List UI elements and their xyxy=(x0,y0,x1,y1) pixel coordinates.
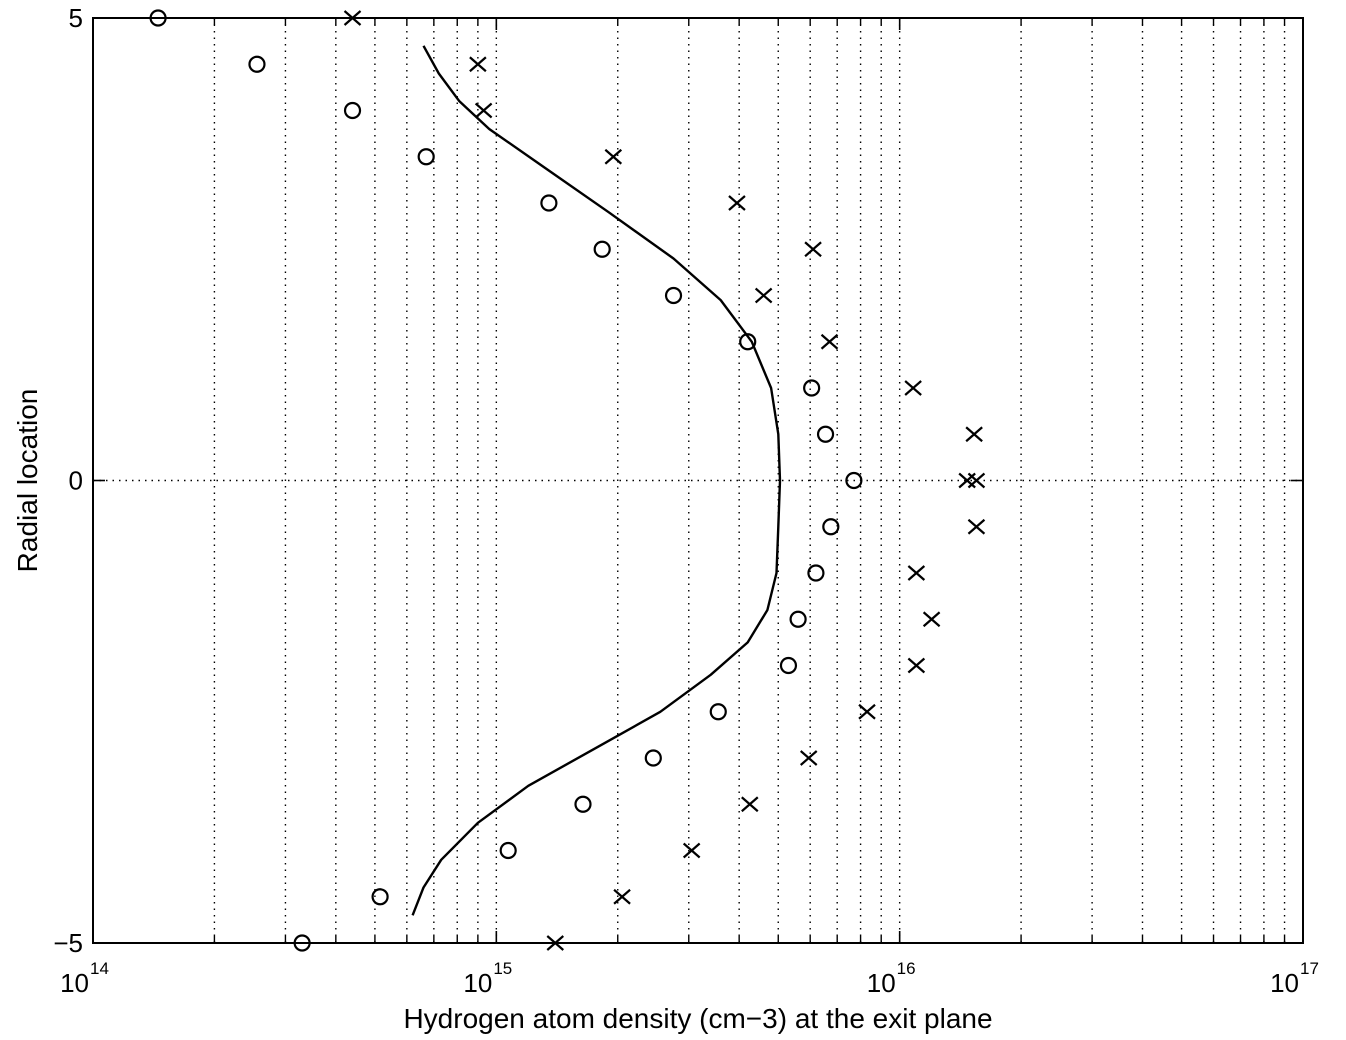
x-axis-label: Hydrogen atom density (cm−3) at the exit… xyxy=(403,1003,992,1034)
x-tick-label: 10 xyxy=(60,968,89,998)
x-point xyxy=(904,380,922,396)
x-point xyxy=(965,426,983,443)
x-point-stroke xyxy=(754,287,773,304)
y-tick-label: 0 xyxy=(69,466,83,496)
x-point xyxy=(474,102,493,119)
x-point xyxy=(728,195,746,211)
x-point xyxy=(682,842,701,859)
x-point-stroke xyxy=(907,657,926,674)
circle-point xyxy=(574,795,592,813)
x-point-stroke xyxy=(858,703,876,720)
circle-point xyxy=(816,425,835,443)
x-point xyxy=(820,333,839,350)
x-point-stroke xyxy=(967,472,986,489)
x-tick-label-exponent: 15 xyxy=(493,959,512,978)
x-point xyxy=(907,565,926,581)
x-point-stroke xyxy=(967,518,986,535)
circle-point xyxy=(789,610,807,628)
x-point xyxy=(754,287,773,304)
circle-point xyxy=(822,518,840,536)
y-axis-label: Radial location xyxy=(12,389,43,573)
circle-point xyxy=(540,194,558,212)
x-point xyxy=(741,796,759,813)
y-tick-label: 5 xyxy=(69,3,83,33)
y-tick-label: −5 xyxy=(53,928,83,958)
x-point xyxy=(922,611,941,628)
x-point xyxy=(858,703,876,720)
x-tick-label: 10 xyxy=(463,968,492,998)
x-tick-label-exponent: 17 xyxy=(1300,959,1319,978)
x-point-stroke xyxy=(682,842,701,859)
x-tick-label-exponent: 14 xyxy=(90,959,109,978)
circle-point xyxy=(371,888,389,906)
tick-marks xyxy=(92,17,1304,944)
x-point-stroke xyxy=(965,426,983,443)
circle-point xyxy=(593,240,611,258)
x-point-stroke xyxy=(469,56,487,73)
x-point-stroke xyxy=(613,888,631,905)
x-point-stroke xyxy=(728,195,746,211)
circle-point xyxy=(417,148,435,166)
x-tick-label: 10 xyxy=(867,968,896,998)
x-point-stroke xyxy=(741,796,759,813)
plot-area xyxy=(149,9,986,952)
x-point xyxy=(967,472,986,489)
circle-point xyxy=(709,703,727,721)
fit-curve xyxy=(411,45,782,916)
x-point xyxy=(907,657,926,674)
x-point-stroke xyxy=(922,611,941,628)
x-tick-label-exponent: 16 xyxy=(897,959,916,978)
circle-point xyxy=(248,55,266,73)
x-point-stroke xyxy=(804,241,822,258)
x-point xyxy=(604,148,623,165)
circle-point xyxy=(845,471,863,490)
x-point-stroke xyxy=(904,380,922,396)
x-point xyxy=(799,750,818,766)
x-tick-label: 10 xyxy=(1270,968,1299,998)
x-point-stroke xyxy=(820,333,839,350)
circle-point xyxy=(499,841,517,860)
grid xyxy=(93,18,1303,943)
x-point xyxy=(613,888,631,905)
x-point xyxy=(469,56,487,73)
x-point-stroke xyxy=(799,750,818,766)
circle-point xyxy=(739,333,757,351)
x-point-stroke xyxy=(474,102,493,119)
circle-point xyxy=(343,101,362,120)
x-point xyxy=(967,518,986,535)
circle-point xyxy=(779,656,798,675)
x-point-stroke xyxy=(907,565,926,581)
circle-point xyxy=(807,564,825,582)
circle-point xyxy=(664,286,683,305)
circle-point xyxy=(803,379,821,397)
circle-point xyxy=(644,749,662,767)
x-point-stroke xyxy=(604,148,623,165)
x-point xyxy=(804,241,822,258)
